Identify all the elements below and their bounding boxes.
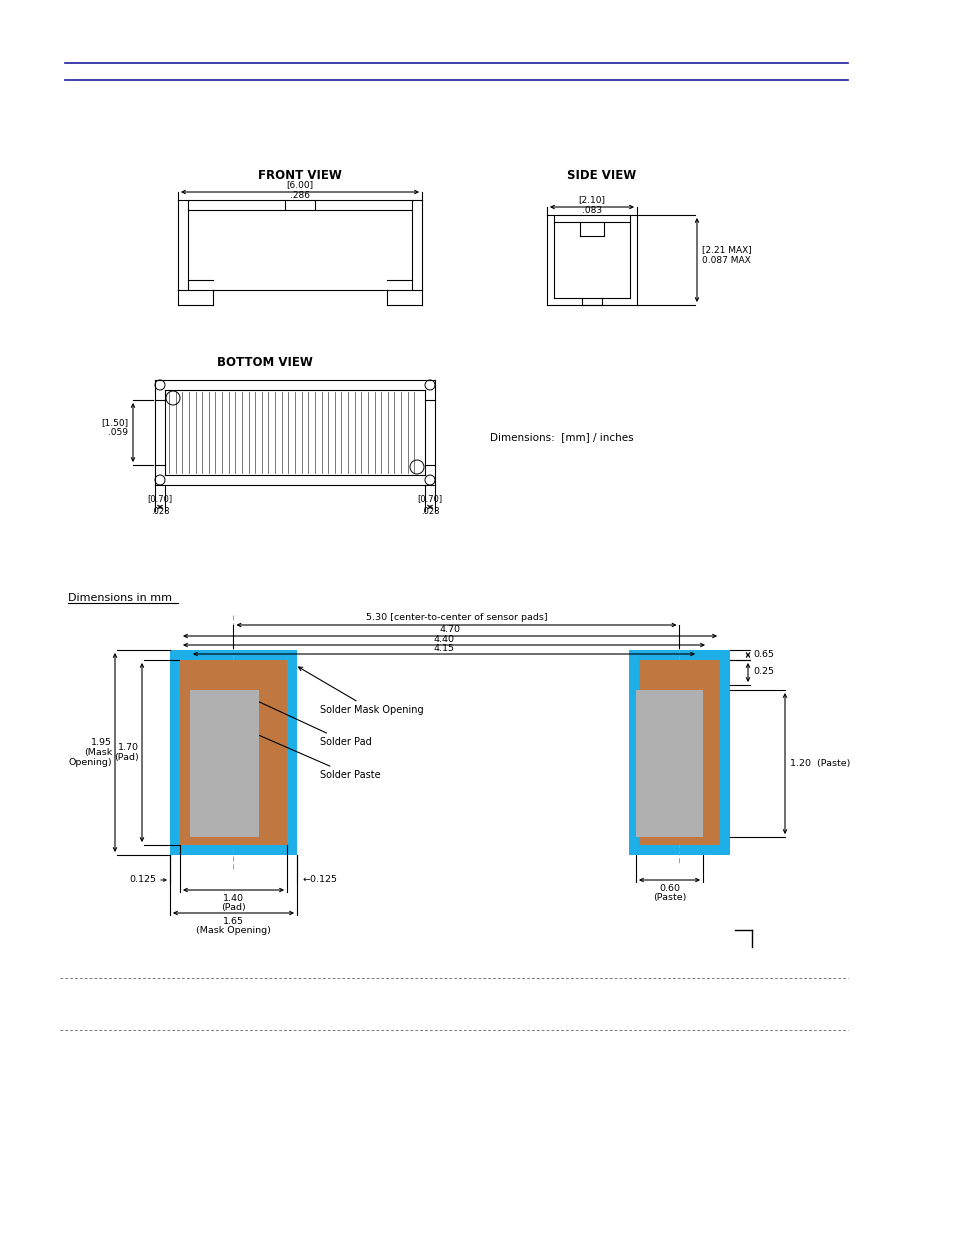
Text: [1.50]
 .059: [1.50] .059: [101, 417, 128, 437]
Text: (Paste): (Paste): [652, 893, 685, 903]
Text: SIDE VIEW: SIDE VIEW: [567, 168, 636, 182]
Text: FRONT VIEW: FRONT VIEW: [258, 168, 341, 182]
Text: .028: .028: [420, 506, 438, 515]
Text: 1.70
(Pad): 1.70 (Pad): [114, 742, 139, 762]
Text: 1.95
(Mask
Opening): 1.95 (Mask Opening): [69, 737, 112, 767]
Text: [0.70]: [0.70]: [417, 494, 442, 504]
Bar: [639, 659, 720, 845]
Text: 4.15: 4.15: [433, 645, 454, 653]
Text: (Pad): (Pad): [221, 904, 246, 913]
Bar: [170, 650, 296, 855]
Text: [2.10]: [2.10]: [578, 195, 605, 205]
Text: BOTTOM VIEW: BOTTOM VIEW: [217, 357, 313, 369]
Text: 4.40: 4.40: [433, 636, 454, 645]
Text: 1.65: 1.65: [223, 918, 244, 926]
Text: ←0.125: ←0.125: [303, 876, 337, 884]
Text: .286: .286: [290, 190, 310, 200]
Text: .028: .028: [151, 506, 169, 515]
Text: 1.20  (Paste): 1.20 (Paste): [789, 760, 849, 768]
Bar: [628, 650, 729, 855]
Text: 0.65: 0.65: [752, 651, 773, 659]
Bar: [180, 659, 287, 845]
Text: [2.21 MAX]
0.087 MAX: [2.21 MAX] 0.087 MAX: [701, 246, 751, 264]
Bar: [190, 690, 258, 837]
Text: Solder Pad: Solder Pad: [237, 692, 372, 747]
Text: 0.25: 0.25: [752, 667, 773, 677]
Text: 5.30 [center-to-center of sensor pads]: 5.30 [center-to-center of sensor pads]: [365, 614, 547, 622]
Text: Solder Mask Opening: Solder Mask Opening: [298, 667, 423, 715]
Text: (Mask Opening): (Mask Opening): [196, 926, 271, 935]
Text: [6.00]: [6.00]: [286, 180, 314, 189]
Bar: [636, 690, 702, 837]
Text: .083: .083: [581, 205, 601, 215]
Text: Dimensions in mm: Dimensions in mm: [68, 593, 172, 603]
Text: 0.125: 0.125: [129, 876, 156, 884]
Text: [0.70]: [0.70]: [148, 494, 172, 504]
Text: Dimensions:  [mm] / inches: Dimensions: [mm] / inches: [490, 432, 633, 442]
Text: 1.40: 1.40: [223, 894, 244, 904]
Text: Solder Paste: Solder Paste: [232, 724, 380, 781]
Text: 4.70: 4.70: [439, 625, 460, 635]
Text: 0.60: 0.60: [659, 884, 679, 893]
